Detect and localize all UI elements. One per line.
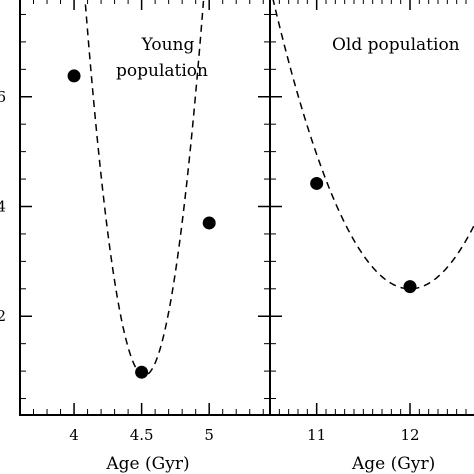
old-x-axis-title: Age (Gyr) bbox=[351, 454, 435, 474]
data-point-1 bbox=[310, 176, 324, 190]
young-population-panel: 4 4.5 5 6 4 2 Young population Age (Gyr) bbox=[0, 0, 271, 474]
panel-border bbox=[269, 0, 474, 416]
old-panel-frame bbox=[269, 0, 474, 416]
x-tick-label: 11 bbox=[307, 426, 326, 444]
young-data-points bbox=[67, 69, 216, 379]
old-axis-ticks: 11 12 bbox=[258, 0, 467, 444]
y-tick-label: 4 bbox=[0, 198, 6, 216]
data-point-1 bbox=[67, 69, 81, 83]
old-fit-curve bbox=[272, 0, 474, 290]
old-population-panel: 11 12 Old population Age (Gyr) bbox=[258, 0, 474, 474]
young-panel-title-line-2: population bbox=[116, 61, 208, 81]
young-axis-ticks: 4 4.5 5 6 4 2 bbox=[0, 0, 264, 444]
old-data-points bbox=[310, 176, 417, 294]
old-panel-title: Old population bbox=[332, 35, 460, 55]
young-panel-title-line-1: Young bbox=[141, 35, 195, 55]
x-tick-label: 12 bbox=[400, 426, 419, 444]
data-point-2 bbox=[403, 280, 417, 294]
x-tick-label: 5 bbox=[204, 426, 214, 444]
y-tick-label: 2 bbox=[0, 307, 6, 325]
data-point-3 bbox=[202, 216, 216, 230]
fit-curve-line bbox=[84, 0, 205, 377]
x-tick-label: 4 bbox=[69, 426, 79, 444]
young-fit-curve bbox=[84, 0, 205, 377]
x-tick-label: 4.5 bbox=[130, 426, 154, 444]
young-x-axis-title: Age (Gyr) bbox=[105, 454, 189, 474]
y-tick-label: 6 bbox=[0, 88, 6, 106]
fit-curve-line bbox=[272, 0, 474, 290]
data-point-2 bbox=[135, 365, 149, 379]
